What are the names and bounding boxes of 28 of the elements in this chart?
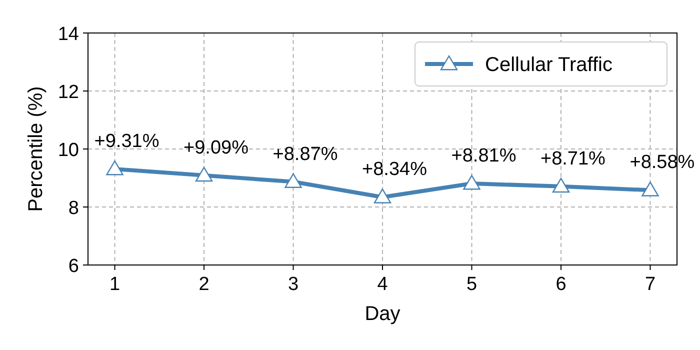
data-label: +8.81% [451, 146, 516, 167]
legend-label: Cellular Traffic [485, 54, 612, 76]
point [463, 174, 480, 190]
x-tick-label: 6 [556, 274, 566, 295]
x-axis-title: Day [364, 303, 400, 325]
data-label: +8.71% [540, 148, 606, 170]
x-tick-label: 3 [288, 274, 299, 295]
y-tick-label: 12 [58, 82, 79, 103]
x-tick-label: 2 [198, 274, 210, 295]
x-tick-label: 4 [377, 274, 388, 295]
x-tick-label: 1 [109, 274, 120, 295]
data-label: +9.31% [94, 131, 160, 152]
point [284, 173, 302, 188]
y-tick-label: 14 [58, 24, 80, 45]
x-tick-label: 7 [644, 274, 656, 295]
point [642, 182, 659, 196]
point [106, 160, 124, 176]
data-label: +8.34% [362, 159, 428, 180]
x-tick-label: 5 [466, 274, 478, 295]
point [552, 178, 570, 193]
y-tick-label: 8 [68, 198, 79, 219]
data-label: +8.87% [272, 144, 338, 165]
y-axis-title: Percentile (%) [25, 86, 47, 212]
point [374, 188, 392, 204]
point [195, 166, 213, 182]
data-label: +9.09% [184, 137, 249, 158]
y-tick-label: 10 [58, 140, 79, 161]
y-tick-label: 6 [68, 256, 79, 277]
